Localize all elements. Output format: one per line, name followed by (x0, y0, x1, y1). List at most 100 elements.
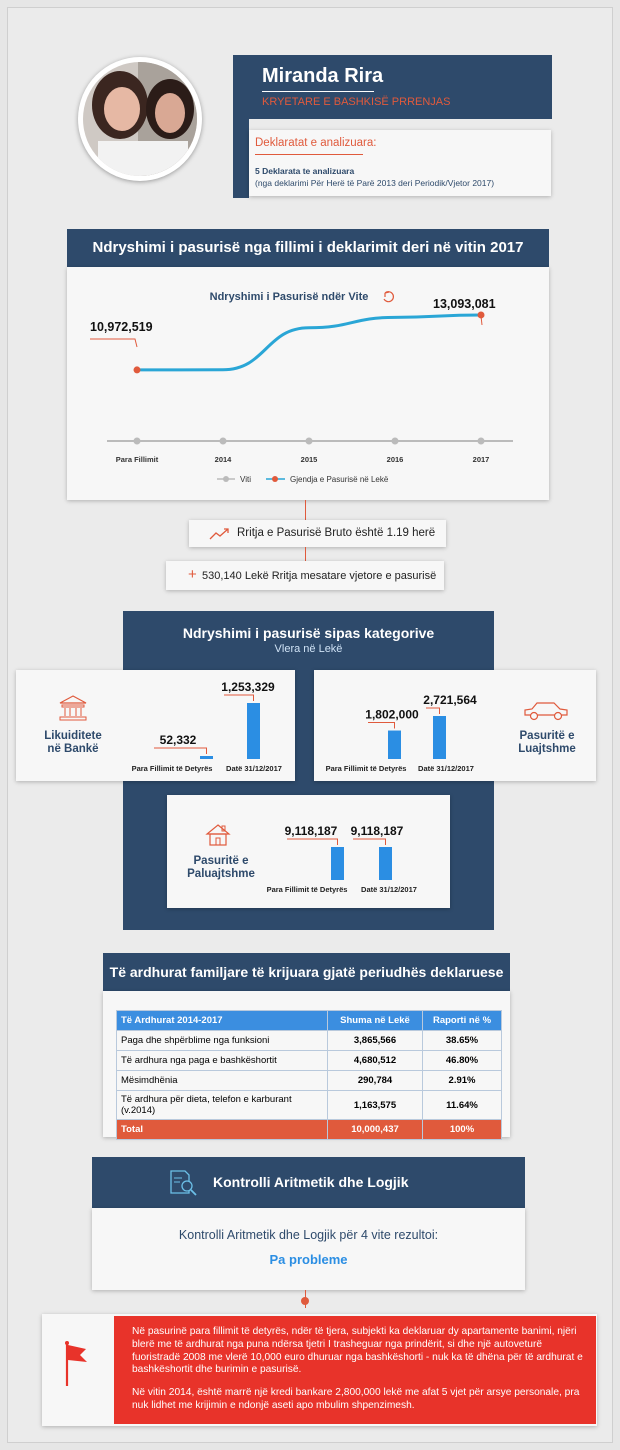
row-ratio: 38.65% (422, 1030, 502, 1051)
flag-icon (65, 1341, 87, 1386)
connector-line (305, 500, 306, 520)
axis-marker (219, 437, 227, 445)
bank-icon (59, 695, 87, 721)
movable-card: 1,802,000 Para Fillimit të Detyrës 2,721,5… (314, 670, 596, 781)
bar-category-label: Datë 31/12/2017 (418, 764, 474, 773)
bar-callout-line (154, 747, 207, 754)
total-ratio: 100% (422, 1119, 502, 1140)
header-source: Të Ardhurat 2014-2017 (116, 1010, 328, 1031)
note-paragraph-2: Në vitin 2014, është marrë një kredi ban… (132, 1387, 580, 1411)
start-value-label: 10,972,519 (90, 320, 153, 334)
bar-category-label: Para Fillimit të Detyrës (132, 764, 213, 773)
trend-up-icon (209, 528, 229, 540)
row-label: Mësimdhënia (116, 1070, 328, 1091)
bank-card: Likuiditete në Bankë 52,332 Para Fillimit… (16, 670, 295, 781)
table-row: Paga dhe shpërblime nga funksioni 3,865,… (116, 1030, 502, 1051)
axis-marker (133, 437, 141, 445)
point-end (477, 311, 485, 319)
bar-value-label: 9,118,187 (285, 824, 338, 838)
wealth-change-header: Ndryshimi i pasurisë nga fillimi i dekla… (67, 229, 549, 267)
bar-callout-line (368, 722, 395, 729)
wealth-chart-card: Ndryshimi i Pasurisë ndër Vite 10,972,51… (67, 267, 549, 500)
control-card: Kontrolli Aritmetik dhe Logjik për 4 vit… (92, 1208, 525, 1290)
income-header: Të ardhurat familjare të krijuara gjatë … (103, 953, 510, 991)
income-table: Të Ardhurat 2014-2017 Shuma në Lekë Rapo… (116, 1010, 502, 1140)
movable-bar-chart: 1,802,000 Para Fillimit të Detyrës 2,721,5… (326, 693, 477, 773)
row-amount: 4,680,512 (327, 1050, 423, 1071)
bar-value-label: 1,802,000 (365, 708, 419, 722)
car-icon (524, 702, 568, 721)
row-ratio: 2.91% (422, 1070, 502, 1091)
control-result: Pa probleme (269, 1252, 348, 1267)
declarations-box: Deklaratat e analizuara: 5 Deklarata te … (249, 130, 551, 196)
bar (433, 716, 446, 759)
profile-name: Miranda Rira (262, 65, 384, 87)
table-row: Mësimdhënia 290,784 2.91% (116, 1070, 502, 1091)
note-paragraph-1: Në pasurinë para fillimit të detyrës, nd… (132, 1326, 583, 1376)
bar (331, 847, 344, 880)
row-label: Të ardhura për dieta, telefon e karburan… (116, 1090, 328, 1120)
bar-value-label: 9,118,187 (351, 824, 404, 838)
connector-dot (301, 1297, 309, 1305)
tick-label: 2016 (387, 455, 404, 464)
bar-category-label: Para Fillimit të Detyrës (326, 764, 407, 773)
bar-value-label: 2,721,564 (423, 693, 477, 707)
bar-category-label: Datë 31/12/2017 (226, 764, 282, 773)
table-total-row: Total 10,000,437 100% (116, 1119, 502, 1140)
note-box: Në pasurinë para fillimit të detyrës, nd… (114, 1316, 596, 1424)
control-title: Kontrolli Aritmetik dhe Logjik (213, 1174, 409, 1190)
total-label: Total (116, 1119, 328, 1140)
immovable-bar-chart: 9,118,187 Para Fillimit të Detyrës 9,118,1… (267, 824, 417, 894)
row-label: Të ardhura nga paga e bashkëshortit (116, 1050, 328, 1071)
start-callout-line (90, 338, 138, 348)
wealth-line-chart: Ndryshimi i Pasurisë ndër Vite 10,972,51… (90, 291, 513, 484)
average-value: 530,140 (202, 570, 242, 582)
tick-label: 2015 (301, 455, 318, 464)
immovable-label-2: Paluajtshme (187, 868, 255, 880)
point-start (133, 366, 141, 374)
bar-callout-line (287, 838, 338, 845)
bar-category-label: Datë 31/12/2017 (361, 885, 417, 894)
immovable-card: Pasuritë e Paluajtshme 9,118,187 Para Fil… (167, 795, 450, 908)
row-amount: 290,784 (327, 1070, 423, 1091)
avatar (78, 57, 202, 181)
declarations-range: (nga deklarimi Për Herë të Parë 2013 der… (255, 178, 495, 188)
header-amount: Shuma në Lekë (327, 1010, 423, 1031)
bar-callout-line (353, 838, 386, 845)
categories-subtitle: Vlera në Lekë (274, 643, 343, 655)
growth-text: Rritja e Pasurisë Bruto është 1.19 herë (237, 527, 436, 539)
tick-label: 2014 (215, 455, 233, 464)
profile-name-box: Miranda Rira KRYETARE E BASHKISË PRRENJA… (244, 55, 552, 119)
house-icon (205, 824, 231, 846)
average-text: Lekë Rritja mesatare vjetore e pasurisë (244, 570, 437, 582)
row-ratio: 46.80% (422, 1050, 502, 1071)
bar (247, 703, 260, 759)
tick-label: Para Fillimit (116, 455, 159, 464)
bank-label-2: në Bankë (47, 743, 99, 755)
bar (200, 756, 213, 759)
immovable-label-1: Pasuritë e (193, 855, 249, 867)
document-search-icon (170, 1170, 197, 1196)
row-amount: 3,865,566 (327, 1030, 423, 1051)
axis-marker (477, 437, 485, 445)
total-amount: 10,000,437 (327, 1119, 423, 1140)
wealth-change-title: Ndryshimi i pasurisë nga fillimi i dekla… (92, 239, 524, 256)
income-title: Të ardhurat familjare të krijuara gjatë … (109, 964, 504, 980)
categories-title: Ndryshimi i pasurisë sipas kategorive (182, 625, 435, 641)
bar (379, 847, 392, 880)
control-header: Kontrolli Aritmetik dhe Logjik (92, 1157, 525, 1208)
axis-marker (305, 437, 313, 445)
control-text: Kontrolli Aritmetik dhe Logjik për 4 vit… (178, 1228, 439, 1242)
bank-label-1: Likuiditete (44, 730, 102, 742)
income-table-wrap: Të Ardhurat 2014-2017 Shuma në Lekë Rapo… (116, 1010, 502, 1140)
row-label: Paga dhe shpërblime nga funksioni (116, 1030, 328, 1051)
legend-year-marker (223, 476, 229, 482)
declarations-heading: Deklaratat e analizuara: (255, 137, 377, 149)
axis-marker (391, 437, 399, 445)
declarations-count: 5 Deklarata te analizuara (255, 166, 355, 176)
bank-bar-chart: 52,332 Para Fillimit të Detyrës 1,253,329 D… (132, 680, 282, 773)
name-underline (262, 91, 374, 92)
refresh-icon (383, 291, 394, 303)
series-line (136, 313, 482, 372)
plus-icon: + (188, 566, 197, 583)
